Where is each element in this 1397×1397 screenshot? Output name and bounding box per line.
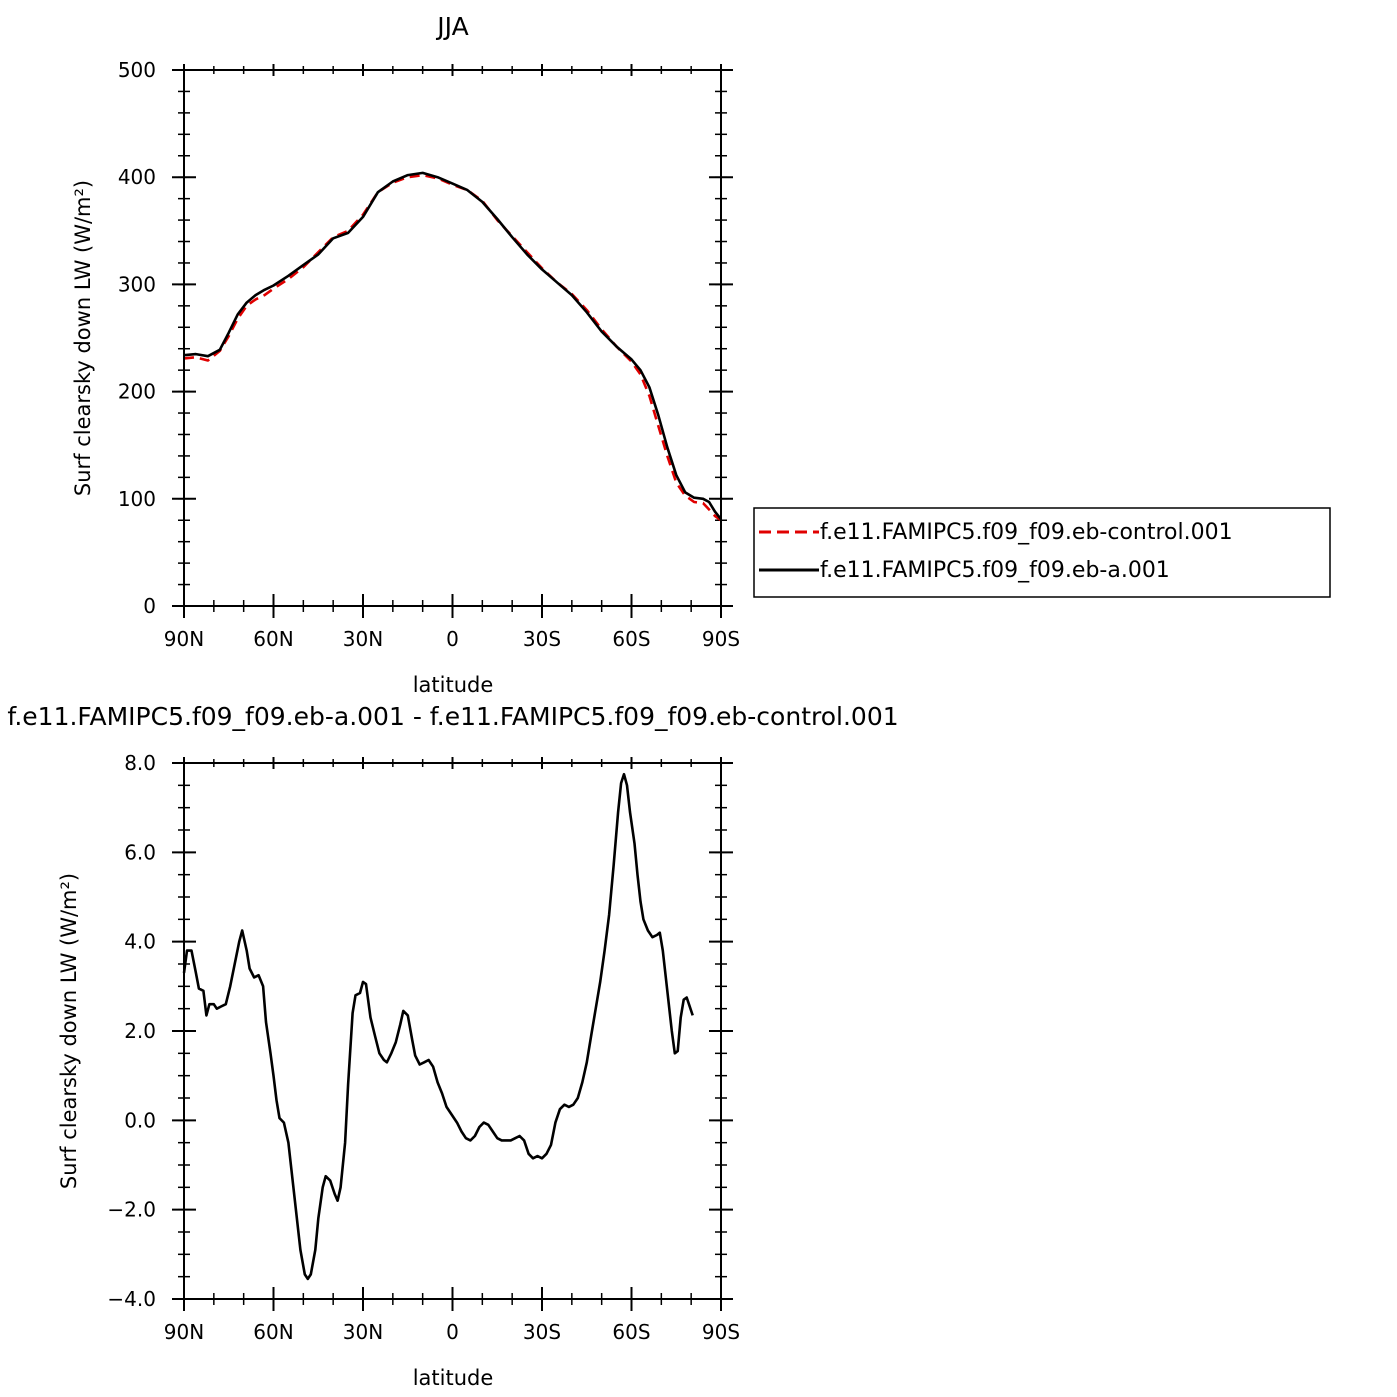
top-ticks — [172, 64, 733, 618]
bottom-xtick-label-0: 90N — [164, 1320, 204, 1344]
bottom-ytick-label-1: −2.0 — [107, 1198, 156, 1222]
top-series-line-0 — [183, 173, 722, 522]
top-chart-title: JJA — [435, 12, 468, 41]
top-y-axis-label: Surf clearsky down LW (W/m²) — [71, 180, 95, 496]
top-xtick-label-4: 30S — [523, 627, 561, 651]
bottom-ytick-label-2: 0.0 — [124, 1108, 156, 1132]
bottom-panel: f.e11.FAMIPC5.f09_f09.eb-a.001 - f.e11.F… — [7, 702, 898, 1390]
legend-box — [753, 507, 1331, 598]
bottom-xtick-label-2: 30N — [343, 1320, 383, 1344]
bottom-ytick-label-6: 8.0 — [124, 751, 156, 775]
top-ytick-label-2: 200 — [118, 380, 156, 404]
top-x-axis-label: latitude — [413, 673, 494, 697]
bottom-x-axis-label: latitude — [413, 1366, 494, 1390]
top-panel: JJA Surf clearsky down LW (W/m²) latitud… — [71, 12, 740, 697]
bottom-xtick-label-3: 0 — [446, 1320, 459, 1344]
bottom-xtick-label-5: 60S — [612, 1320, 650, 1344]
top-series — [183, 171, 723, 522]
bottom-y-axis-label: Surf clearsky down LW (W/m²) — [57, 873, 81, 1189]
top-ytick-label-0: 0 — [143, 594, 156, 618]
bottom-series-line-0 — [182, 772, 694, 1281]
bottom-plot-frame — [183, 762, 722, 1300]
top-ytick-label-1: 100 — [118, 487, 156, 511]
top-plot-frame — [183, 69, 722, 607]
top-xtick-label-1: 60N — [253, 627, 293, 651]
bottom-tick-labels: 90N 60N 30N 0 30S 60S 90S −4.0 −2.0 0.0 2.0 4.0 6.0 8… — [107, 751, 740, 1344]
bottom-ytick-label-3: 2.0 — [124, 1019, 156, 1043]
top-series-line-1 — [183, 171, 723, 521]
top-ytick-label-4: 400 — [118, 165, 156, 189]
bottom-ytick-label-5: 6.0 — [124, 840, 156, 864]
bottom-ticks — [172, 757, 733, 1311]
bottom-chart-title: f.e11.FAMIPC5.f09_f09.eb-a.001 - f.e11.F… — [7, 702, 898, 731]
top-xtick-label-3: 0 — [446, 627, 459, 651]
top-xtick-label-0: 90N — [164, 627, 204, 651]
legend-label-control: f.e11.FAMIPC5.f09_f09.eb-control.001 — [820, 520, 1233, 545]
top-ytick-label-3: 300 — [118, 272, 156, 296]
top-tick-labels: 90N 60N 30N 0 30S 60S 90S 0 100 200 300 400 500 — [118, 58, 740, 651]
bottom-ytick-label-4: 4.0 — [124, 930, 156, 954]
legend: f.e11.FAMIPC5.f09_f09.eb-control.001 f.e… — [753, 507, 1331, 598]
bottom-xtick-label-4: 30S — [523, 1320, 561, 1344]
top-xtick-label-5: 60S — [612, 627, 650, 651]
bottom-xtick-label-1: 60N — [253, 1320, 293, 1344]
bottom-ytick-label-0: −4.0 — [107, 1287, 156, 1311]
legend-label-a: f.e11.FAMIPC5.f09_f09.eb-a.001 — [820, 558, 1170, 583]
top-ytick-label-5: 500 — [118, 58, 156, 82]
bottom-xtick-label-6: 90S — [702, 1320, 740, 1344]
bottom-series — [182, 772, 694, 1281]
top-xtick-label-2: 30N — [343, 627, 383, 651]
top-xtick-label-6: 90S — [702, 627, 740, 651]
